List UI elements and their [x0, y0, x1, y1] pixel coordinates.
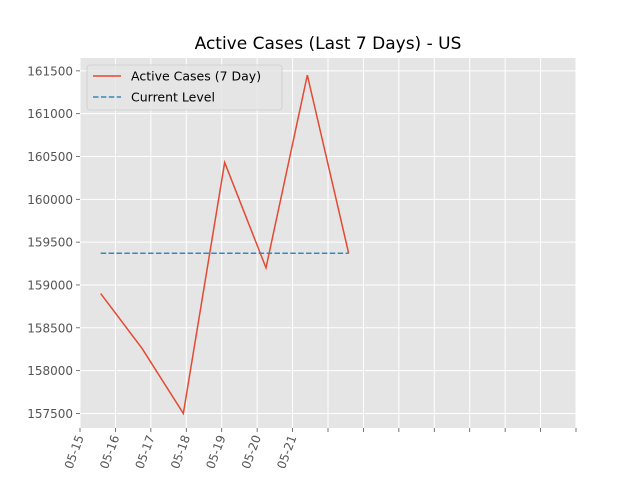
- y-tick-label: 161000: [27, 107, 73, 121]
- x-tick-label: 05-17: [133, 433, 158, 471]
- y-tick-label: 157500: [27, 407, 73, 421]
- y-tick-label: 159500: [27, 236, 73, 250]
- legend-box: [86, 64, 283, 111]
- y-axis-ticks: 157500 158000 158500 159000 159500 160000 1605…: [27, 64, 80, 421]
- legend-label-active-cases: Active Cases (7 Day): [131, 69, 261, 84]
- x-tick-label: 05-18: [168, 433, 193, 471]
- y-tick-label: 158000: [27, 364, 73, 378]
- x-tick-label: 05-15: [62, 433, 87, 471]
- y-tick-label: 159000: [27, 278, 73, 292]
- chart-title: Active Cases (Last 7 Days) - US: [195, 34, 462, 54]
- y-tick-label: 160000: [27, 193, 73, 207]
- y-tick-label: 161500: [27, 64, 73, 78]
- grid: [79, 58, 577, 428]
- legend: Active Cases (7 Day) Current Level: [86, 64, 283, 111]
- x-tick-label: 05-21: [274, 433, 299, 471]
- x-tick-label: 05-16: [97, 433, 122, 471]
- series-group: [100, 74, 350, 416]
- x-axis-ticks: 05-15 05-16 05-17 05-18 05-19 05-20 05-21: [62, 428, 577, 471]
- x-tick-label: 05-20: [239, 433, 264, 471]
- series-line-active-cases: [100, 74, 350, 416]
- y-tick-label: 160500: [27, 150, 73, 164]
- legend-label-current-level: Current Level: [131, 90, 215, 105]
- y-tick-label: 158500: [27, 321, 73, 335]
- x-tick-label: 05-19: [203, 433, 228, 471]
